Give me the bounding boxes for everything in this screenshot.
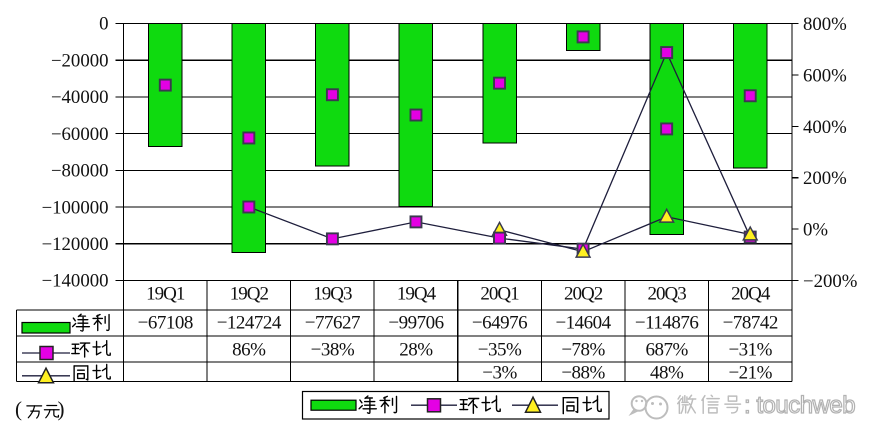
svg-text:−78742: −78742 (723, 313, 778, 334)
svg-text:687%: 687% (645, 340, 688, 361)
svg-text:−124724: −124724 (217, 313, 282, 334)
svg-text:19Q2: 19Q2 (230, 283, 269, 304)
svg-text:800%: 800% (803, 14, 847, 35)
svg-text:−35%: −35% (478, 340, 522, 361)
svg-text:−40000: −40000 (51, 87, 109, 108)
svg-text:−78%: −78% (561, 340, 605, 361)
svg-text:0: 0 (99, 14, 108, 35)
svg-text:−80000: −80000 (51, 161, 109, 182)
svg-text:−64976: −64976 (472, 313, 527, 334)
svg-text:600%: 600% (803, 65, 847, 86)
svg-text:−20000: −20000 (51, 50, 109, 71)
svg-text:−140000: −140000 (42, 271, 109, 292)
svg-text:19Q4: 19Q4 (397, 283, 437, 304)
svg-text:−99706: −99706 (388, 313, 443, 334)
svg-text:20Q1: 20Q1 (480, 283, 519, 304)
svg-text:20Q2: 20Q2 (564, 283, 603, 304)
svg-text:−114876: −114876 (635, 313, 699, 334)
svg-text:19Q1: 19Q1 (146, 283, 185, 304)
svg-text:20Q4: 20Q4 (731, 283, 771, 304)
svg-text:28%: 28% (399, 340, 433, 361)
svg-text:−88%: −88% (561, 362, 605, 383)
svg-text:−60000: −60000 (51, 124, 109, 145)
svg-text:−77627: −77627 (305, 313, 360, 334)
svg-text:−14604: −14604 (555, 313, 611, 334)
svg-text:−3%: −3% (482, 362, 517, 383)
svg-text:(: ( (15, 397, 22, 421)
svg-text:−31%: −31% (728, 340, 772, 361)
svg-text:19Q3: 19Q3 (313, 283, 352, 304)
svg-text:200%: 200% (803, 168, 847, 189)
svg-text:20Q3: 20Q3 (648, 283, 687, 304)
svg-text:48%: 48% (650, 362, 684, 383)
svg-text:−100000: −100000 (42, 197, 109, 218)
svg-text:): ) (58, 397, 65, 421)
svg-text:−38%: −38% (311, 340, 355, 361)
svg-text:400%: 400% (803, 117, 847, 138)
svg-text:86%: 86% (232, 340, 266, 361)
svg-text:−21%: −21% (728, 362, 772, 383)
svg-text:−67108: −67108 (138, 313, 193, 334)
svg-text:−200%: −200% (803, 271, 857, 292)
svg-text:: touchweb: : touchweb (744, 392, 855, 419)
svg-text:−120000: −120000 (42, 234, 109, 255)
svg-text:0%: 0% (803, 220, 828, 241)
